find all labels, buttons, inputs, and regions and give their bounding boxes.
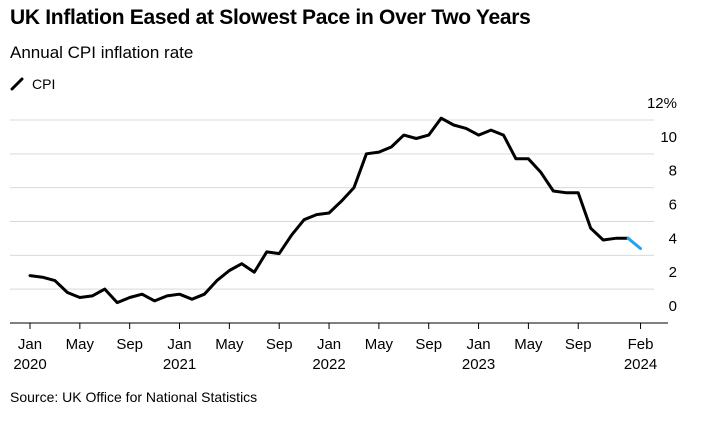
- source-note: Source: UK Office for National Statistic…: [10, 389, 258, 405]
- x-tick-year-label: 2021: [163, 356, 196, 373]
- x-tick-label: Jan: [317, 336, 341, 353]
- x-tick-year-label: 2024: [624, 356, 657, 373]
- chart-subtitle: Annual CPI inflation rate: [10, 43, 194, 62]
- legend: CPI: [10, 74, 55, 94]
- legend-label-cpi: CPI: [32, 76, 56, 92]
- x-tick-label: May: [365, 336, 394, 353]
- chart-title: UK Inflation Eased at Slowest Pace in Ov…: [10, 6, 531, 29]
- x-tick-label: Jan: [18, 336, 42, 353]
- x-tick-label: May: [514, 336, 543, 353]
- y-tick-label: 0: [669, 298, 677, 315]
- x-tick-label: May: [215, 336, 244, 353]
- x-tick-label: Sep: [415, 336, 442, 353]
- y-tick-label: 2: [669, 264, 677, 281]
- y-tick-label: 4: [669, 230, 677, 247]
- x-tick-year-label: 2020: [13, 356, 46, 373]
- x-tick-label: Sep: [266, 336, 293, 353]
- y-tick-label: 12%: [647, 95, 677, 112]
- x-tick-year-label: 2022: [312, 356, 345, 373]
- y-tick-label: 8: [669, 163, 677, 180]
- x-tick-label: Sep: [565, 336, 592, 353]
- series-line-cpi: [28, 116, 630, 305]
- x-tick-year-label: 2023: [462, 356, 495, 373]
- legend-line-icon: [10, 77, 24, 91]
- x-tick-label: Sep: [116, 336, 143, 353]
- y-tick-label: 6: [669, 197, 677, 214]
- y-tick-label: 10: [660, 129, 677, 146]
- x-tick-label: Jan: [466, 336, 490, 353]
- series-line-highlight: [626, 236, 642, 250]
- x-tick-label: Jan: [167, 336, 191, 353]
- x-tick-label: Feb: [628, 336, 654, 353]
- x-tick-label: May: [66, 336, 95, 353]
